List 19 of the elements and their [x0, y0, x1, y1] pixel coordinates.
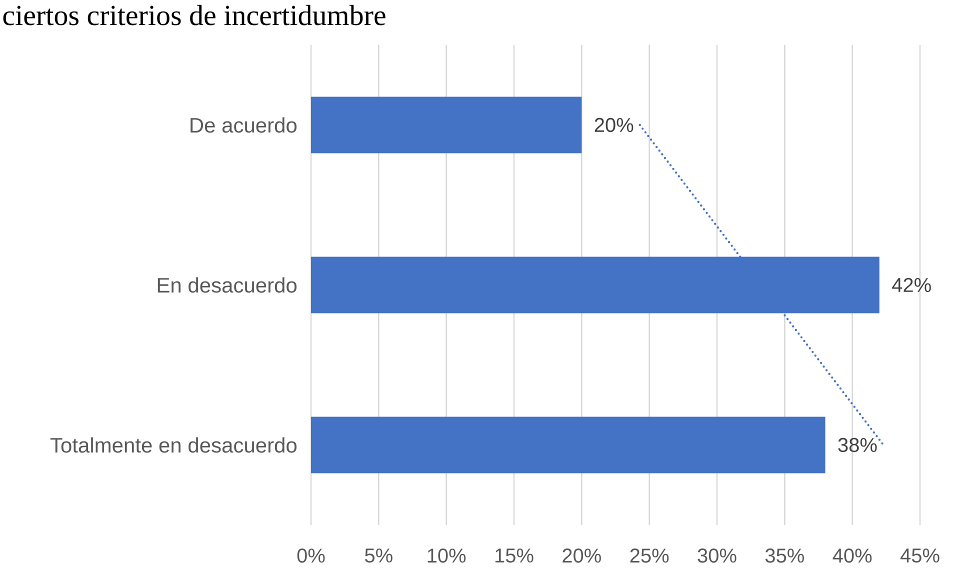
- x-tick-label: 25%: [630, 548, 669, 563]
- x-tick-label: 30%: [698, 548, 736, 563]
- x-tick-label: 35%: [765, 548, 804, 563]
- x-tick-label: 45%: [900, 548, 940, 563]
- x-tick-label: 10%: [428, 548, 466, 563]
- bar: [311, 416, 826, 474]
- data-label: 38%: [838, 438, 877, 452]
- y-tick-label: De acuerdo: [190, 117, 297, 133]
- chart-title: ciertos criterios de incertidumbre: [3, 4, 386, 26]
- y-tick-label: En desacuerdo: [158, 277, 297, 293]
- data-label: 42%: [892, 278, 931, 292]
- x-tick-label: 20%: [562, 548, 601, 563]
- y-tick-label: Totalmente en desacuerdo: [50, 437, 297, 453]
- x-tick-label: 40%: [832, 548, 872, 563]
- x-tick-label: 5%: [365, 548, 392, 563]
- x-tick-label: 0%: [297, 548, 325, 563]
- x-tick-label: 15%: [496, 548, 534, 563]
- bar: [311, 96, 582, 154]
- data-label: 20%: [594, 118, 634, 132]
